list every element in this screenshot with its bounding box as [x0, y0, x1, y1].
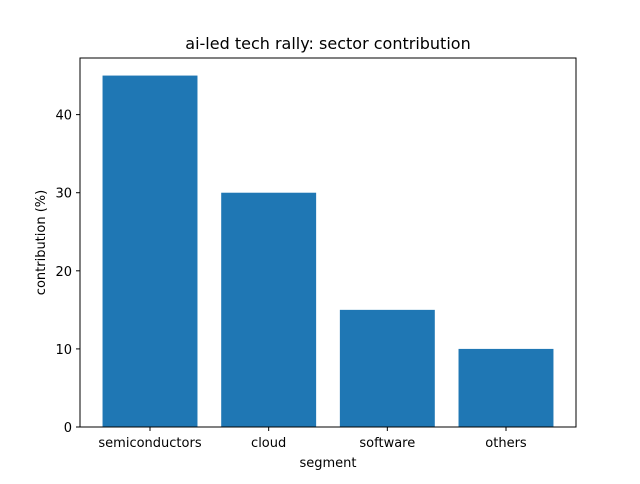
y-tick-label: 40	[55, 109, 72, 124]
y-tick-label: 10	[55, 343, 72, 358]
y-axis-label: contribution (%)	[34, 190, 49, 295]
bar-others	[458, 348, 554, 427]
x-tick-label: semiconductors	[98, 436, 201, 451]
bar-cloud	[221, 192, 317, 427]
chart-title: ai-led tech rally: sector contribution	[185, 34, 470, 53]
bar-software	[339, 309, 435, 427]
y-tick-label: 20	[55, 265, 72, 280]
x-tick-label: others	[485, 436, 527, 451]
x-axis-label: segment	[299, 456, 356, 471]
y-tick-label: 0	[64, 421, 72, 436]
bar-semiconductors	[102, 75, 198, 428]
x-tick-label: cloud	[251, 436, 286, 451]
axes-frame	[79, 57, 577, 428]
y-tick-label: 30	[55, 187, 72, 202]
x-tick-label: software	[359, 436, 415, 451]
